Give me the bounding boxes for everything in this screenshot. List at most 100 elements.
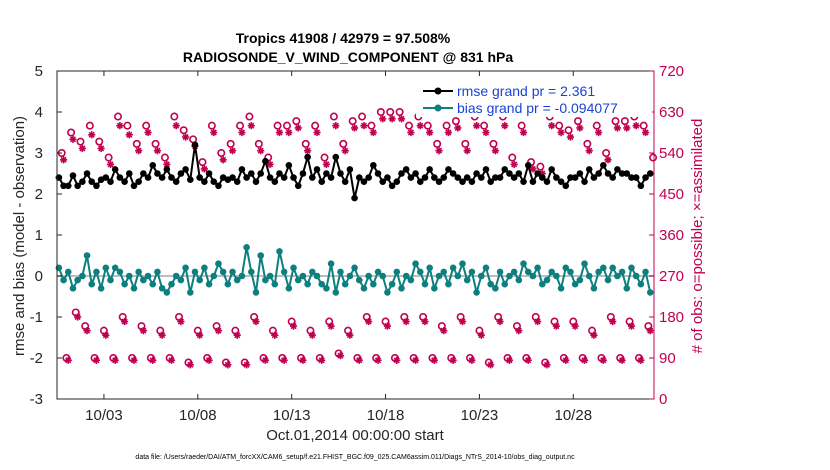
bias-point: [172, 272, 180, 280]
rmse-point: [318, 178, 326, 185]
obs-assimilated-marker: [341, 147, 349, 155]
bias-point: [111, 264, 119, 272]
rmse-point: [595, 170, 602, 177]
obs-assimilated-marker: [543, 361, 551, 369]
rmse-point: [135, 178, 142, 185]
obs-assimilated-marker: [167, 356, 176, 364]
rmse-point: [534, 170, 541, 177]
obs-possible-marker: [376, 108, 385, 117]
obs-assimilated-marker: [576, 124, 584, 132]
x-tick-label: 10/13: [273, 407, 311, 424]
obs-assimilated-marker: [402, 317, 410, 326]
rmse-point: [623, 170, 631, 177]
obs-assimilated-marker: [557, 128, 565, 137]
obs-assimilated-marker: [524, 356, 532, 364]
rmse-point: [262, 157, 269, 165]
bias-point: [140, 276, 147, 284]
rmse-point: [632, 174, 640, 181]
bias-point: [557, 285, 565, 292]
obs-possible-marker: [339, 139, 348, 148]
rmse-point: [107, 178, 114, 185]
obs-possible-marker: [442, 121, 451, 130]
bias-point: [412, 260, 419, 268]
obs-assimilated-marker: [487, 361, 495, 369]
rmse-point: [477, 174, 485, 181]
obs-assimilated-marker: [388, 115, 396, 123]
obs-assimilated-marker: [135, 147, 143, 155]
legend: rmse grand pr = 2.361 bias grand pr = -0…: [416, 77, 652, 117]
bias-point: [440, 268, 448, 276]
rmse-point: [332, 153, 340, 161]
obs-assimilated-marker: [350, 124, 359, 132]
obs-assimilated-marker: [280, 356, 288, 364]
obs-assimilated-marker: [458, 317, 467, 326]
bias-point: [266, 272, 274, 280]
bias-point: [271, 280, 279, 288]
chart-title-line2: RADIOSONDE_V_WIND_COMPONENT @ 831 hPa: [183, 49, 513, 65]
rmse-point: [492, 174, 499, 181]
rmse-point: [93, 182, 100, 190]
obs-assimilated-marker: [285, 128, 293, 137]
bias-point: [238, 272, 246, 280]
bias-point: [97, 285, 105, 292]
rmse-point: [130, 182, 138, 190]
rmse-point: [346, 166, 354, 173]
y-tick-label-right: 180: [659, 309, 684, 326]
bias-point: [168, 280, 175, 288]
rmse-point: [618, 170, 626, 177]
y-tick-label-left: 5: [35, 63, 43, 80]
obs-possible-marker: [85, 121, 94, 130]
bias-point: [501, 280, 509, 288]
y-tick-label-right: 630: [659, 104, 684, 121]
obs-assimilated-marker: [243, 361, 251, 369]
obs-possible-marker: [423, 121, 432, 130]
obs-assimilated-marker: [177, 317, 185, 326]
bias-point: [524, 268, 532, 276]
bias-point: [163, 289, 171, 296]
rmse-point: [609, 174, 616, 181]
obs-possible-marker: [433, 139, 442, 148]
rmse-point: [205, 170, 213, 177]
bias-point: [571, 280, 579, 288]
obs-assimilated-marker: [393, 356, 401, 364]
obs-assimilated-marker: [374, 356, 382, 364]
obs-possible-marker: [151, 139, 160, 148]
bias-point: [473, 289, 480, 296]
y-tick-label-left: -2: [30, 350, 43, 367]
obs-possible-marker: [555, 121, 564, 130]
obs-possible-marker: [508, 153, 517, 162]
rmse-point: [83, 170, 91, 177]
bias-point: [332, 289, 340, 296]
bias-point: [379, 272, 387, 280]
bias-point: [262, 276, 269, 284]
obs-assimilated-marker: [595, 128, 603, 137]
rmse-point: [431, 174, 438, 181]
obs-assimilated-marker: [430, 356, 438, 364]
obs-assimilated-marker: [172, 122, 180, 130]
obs-assimilated-marker: [266, 160, 274, 168]
obs-possible-marker: [123, 121, 132, 130]
rmse-point: [379, 178, 387, 185]
obs-assimilated-marker: [97, 144, 105, 153]
rmse-point: [125, 170, 133, 177]
obs-assimilated-marker: [426, 128, 434, 137]
legend-rmse-marker: [434, 87, 442, 95]
bias-point: [543, 276, 551, 284]
obs-assimilated-marker: [505, 356, 514, 364]
rmse-point: [323, 170, 330, 177]
rmse-point: [210, 178, 218, 185]
rmse-point: [581, 178, 588, 185]
bias-point: [290, 264, 297, 272]
obs-assimilated-marker: [205, 356, 213, 364]
obs-assimilated-marker: [383, 322, 392, 330]
bias-point: [431, 285, 438, 292]
obs-assimilated-marker: [144, 128, 152, 137]
bias-point: [520, 260, 527, 268]
obs-assimilated-marker: [261, 356, 269, 364]
obs-assimilated-marker: [59, 156, 68, 164]
obs-assimilated-marker: [228, 147, 237, 155]
rmse-point: [276, 170, 283, 177]
bias-point: [618, 268, 626, 276]
bias-point: [309, 268, 316, 276]
bias-point: [538, 280, 546, 288]
